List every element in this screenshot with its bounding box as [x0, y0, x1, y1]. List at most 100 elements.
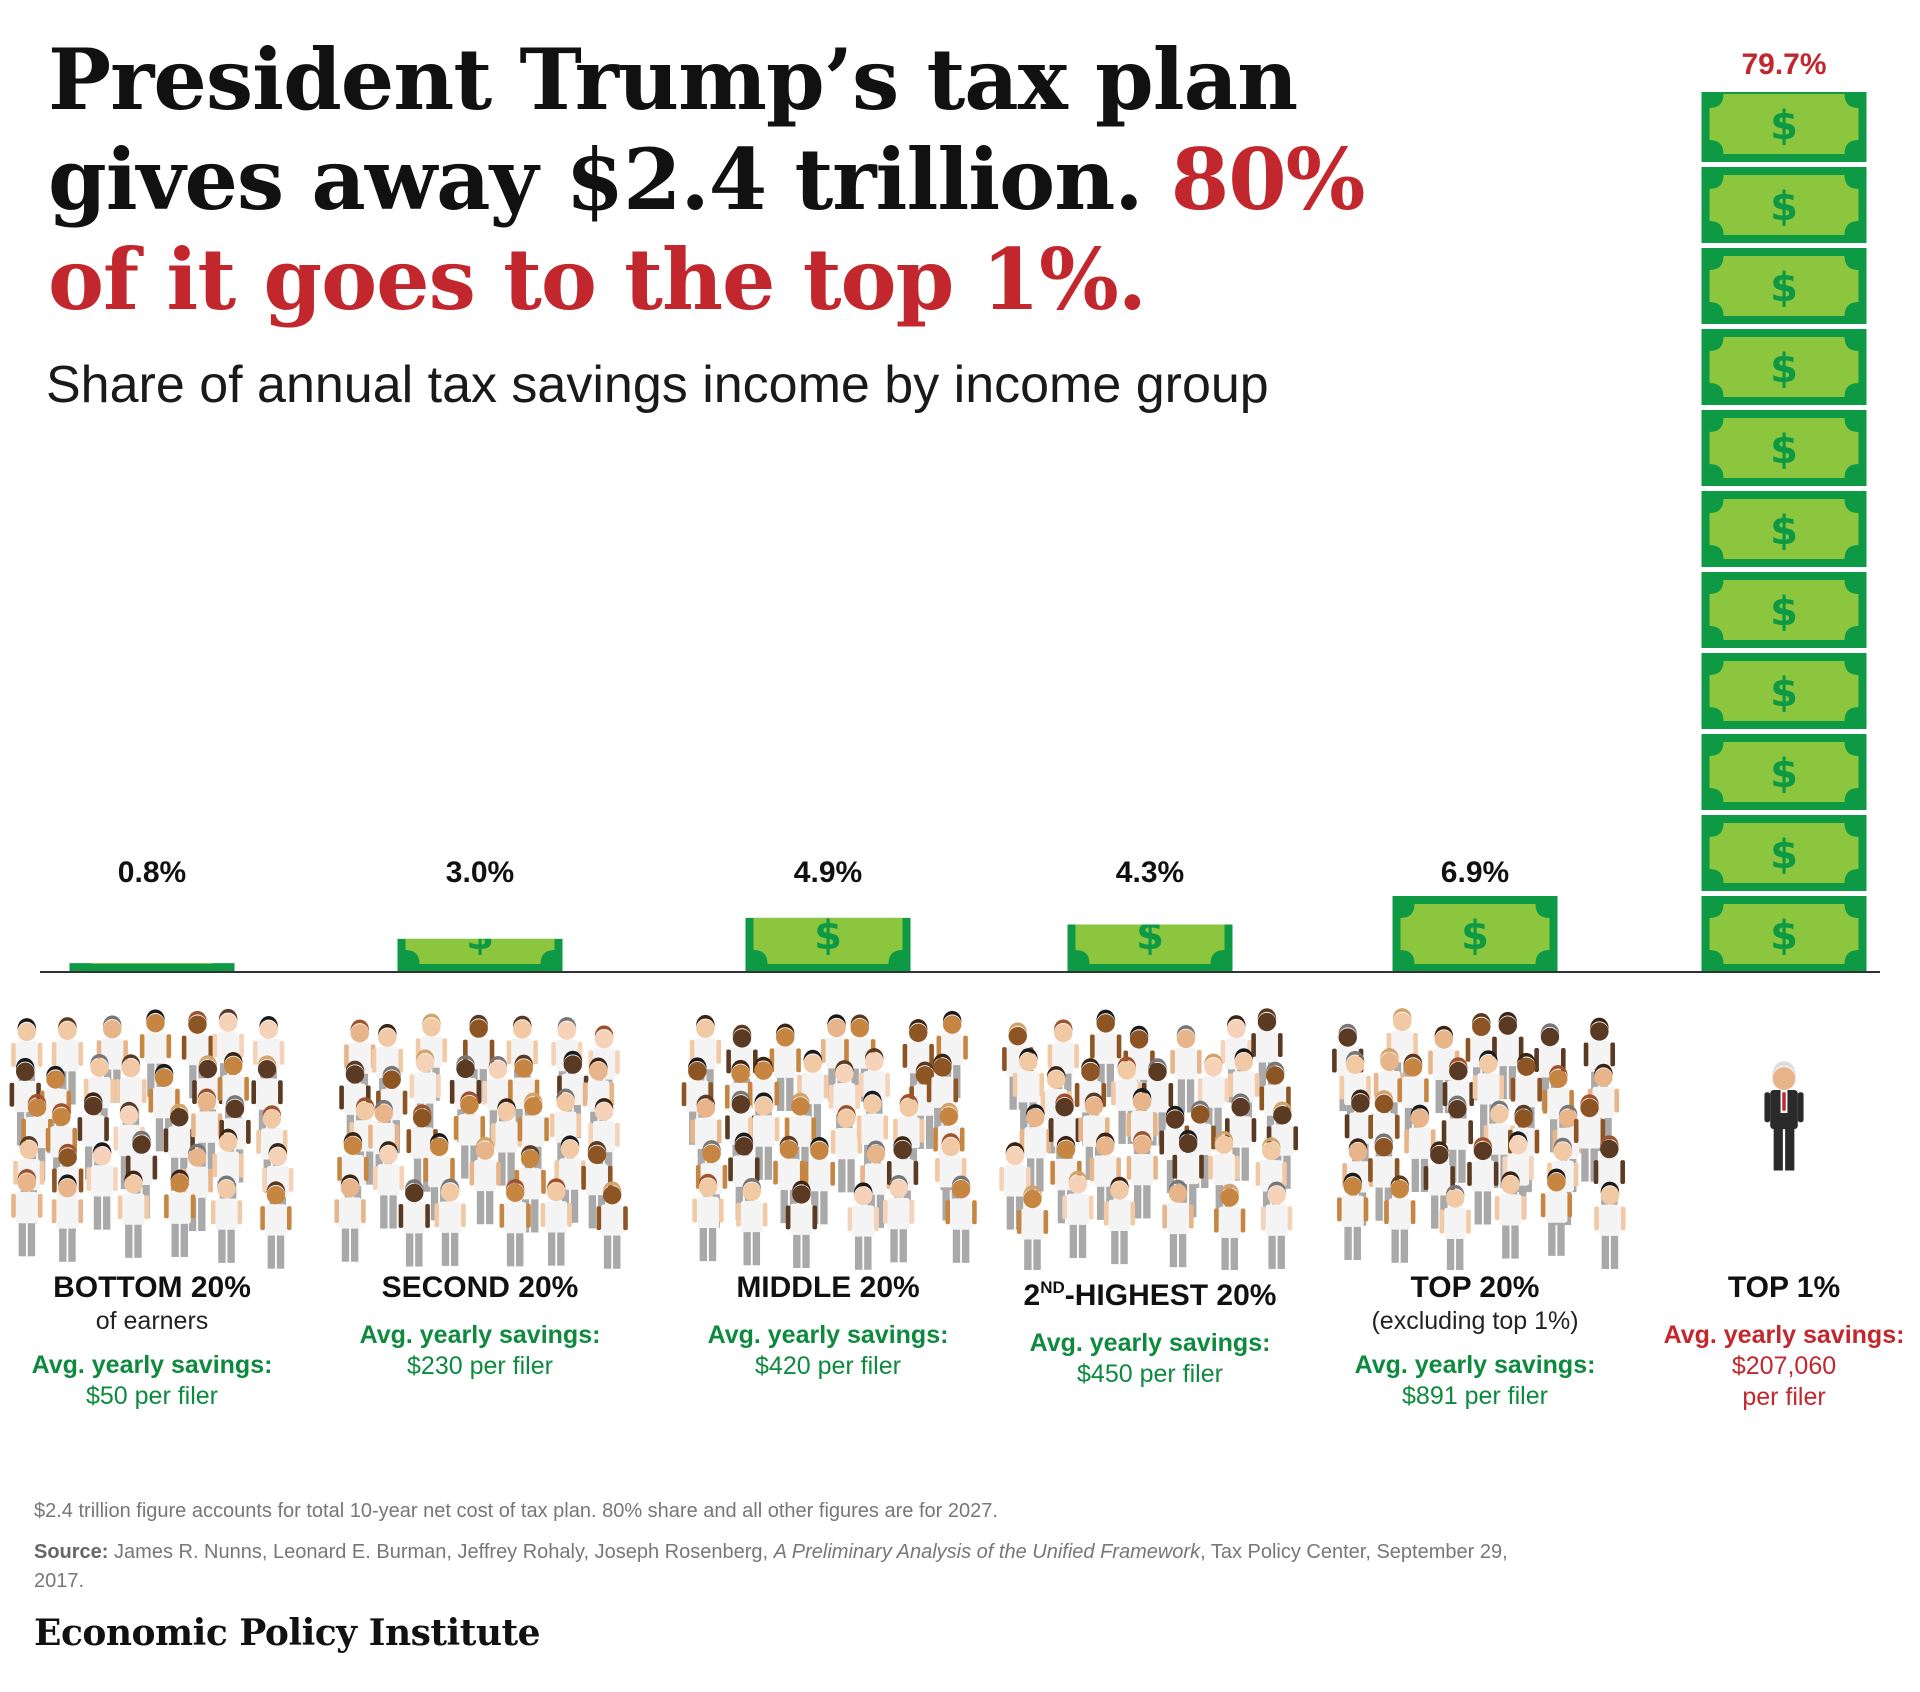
hair [1096, 1009, 1115, 1023]
right-leg [415, 1229, 423, 1267]
left-arm [1494, 1196, 1500, 1220]
right-leg [1604, 1114, 1612, 1152]
head [850, 1018, 869, 1038]
dollar-bill: $ [745, 917, 911, 972]
left-leg [1020, 1098, 1028, 1136]
torso [1094, 1155, 1117, 1187]
right-arm [37, 1193, 43, 1218]
hair [915, 1061, 935, 1075]
hair [187, 1143, 207, 1157]
right-arm [1211, 1125, 1216, 1150]
person-figure [1583, 1017, 1616, 1106]
head [1214, 1135, 1234, 1154]
chart-notes: $2.4 trillion figure accounts for total … [34, 1497, 1534, 1596]
dollar-sign-icon: $ [1770, 589, 1798, 635]
person-figure [830, 1104, 863, 1193]
left-leg [16, 1108, 25, 1146]
person-figure [1384, 1175, 1416, 1263]
hair [440, 1178, 460, 1192]
left-arm [217, 1076, 223, 1101]
right-arm [239, 1153, 244, 1178]
left-arm [803, 1161, 809, 1186]
head [1580, 1098, 1599, 1118]
torso [376, 1046, 399, 1079]
head [1343, 1177, 1362, 1196]
bar-2: $4.9% [745, 856, 911, 972]
left-arm [398, 1203, 404, 1228]
bill-face [1709, 418, 1859, 478]
torso [1177, 1152, 1200, 1185]
head [827, 1018, 846, 1038]
left-leg [120, 1152, 129, 1190]
bill-face [1709, 175, 1859, 235]
left-arm [449, 1079, 455, 1104]
avg-savings-label: Avg. yearly savings: [707, 1321, 949, 1349]
hair [835, 1060, 854, 1073]
head [754, 1097, 773, 1116]
head [791, 1097, 810, 1116]
dollar-sign-icon: $ [1770, 346, 1798, 392]
head [1338, 1028, 1357, 1047]
head [939, 1107, 959, 1126]
bill-face [1709, 94, 1859, 154]
head [170, 1174, 189, 1193]
torso [774, 1046, 797, 1078]
left-arm [1126, 1155, 1132, 1180]
right-leg [1186, 1075, 1195, 1113]
hair [19, 1135, 39, 1149]
torso [545, 1201, 568, 1233]
left-leg [171, 1220, 179, 1257]
hair [1096, 1132, 1115, 1146]
left-leg [59, 1067, 67, 1105]
dollar-sign-icon: $ [1770, 832, 1798, 878]
right-arm [963, 1035, 968, 1060]
left-leg [838, 1155, 846, 1193]
head [1345, 1055, 1365, 1074]
hair [1133, 1131, 1152, 1144]
right-leg [613, 1231, 621, 1269]
left-arm [262, 1167, 267, 1192]
head [1133, 1135, 1152, 1155]
person-figure [596, 1181, 628, 1269]
person-figure [260, 1181, 292, 1269]
head [1178, 1134, 1198, 1153]
head [412, 1108, 432, 1128]
hair [1148, 1058, 1167, 1072]
left-arm [1062, 1195, 1067, 1220]
torso [1538, 1046, 1562, 1078]
person-figure [1016, 1185, 1049, 1270]
torso [601, 1204, 624, 1236]
hair [84, 1092, 103, 1106]
left-arm [1090, 1034, 1095, 1059]
left-arm [406, 1129, 412, 1154]
group-name: TOP 20% [1410, 1271, 1540, 1304]
crowd-4 [1332, 1008, 1626, 1270]
hair [1558, 1104, 1578, 1118]
dollar-bill: $ [1701, 734, 1867, 810]
hair [1273, 1101, 1292, 1115]
hair [1547, 1168, 1566, 1182]
torso [519, 1168, 542, 1200]
head [170, 1108, 189, 1127]
left-arm [434, 1203, 440, 1228]
left-arm [1441, 1120, 1447, 1145]
torso [215, 1198, 238, 1230]
torso [1255, 1031, 1278, 1063]
head [1393, 1012, 1412, 1032]
head [497, 1102, 516, 1122]
right-arm [1199, 1154, 1204, 1179]
right-leg [1610, 1185, 1618, 1223]
left-arm [1255, 1162, 1261, 1186]
right-arm [544, 1117, 549, 1142]
left-arm [1078, 1117, 1083, 1142]
right-arm [1153, 1112, 1158, 1137]
right-leg [1785, 1124, 1795, 1171]
chart-subtitle: Share of annual tax savings income by in… [46, 356, 1269, 414]
group-name-prefix: 2 [1023, 1279, 1041, 1312]
left-leg [1133, 1181, 1142, 1219]
head [863, 1095, 882, 1114]
bar-value-label: 79.7% [1741, 48, 1826, 81]
left-arm [999, 1167, 1004, 1191]
head [405, 1183, 424, 1203]
head [1204, 1058, 1223, 1077]
